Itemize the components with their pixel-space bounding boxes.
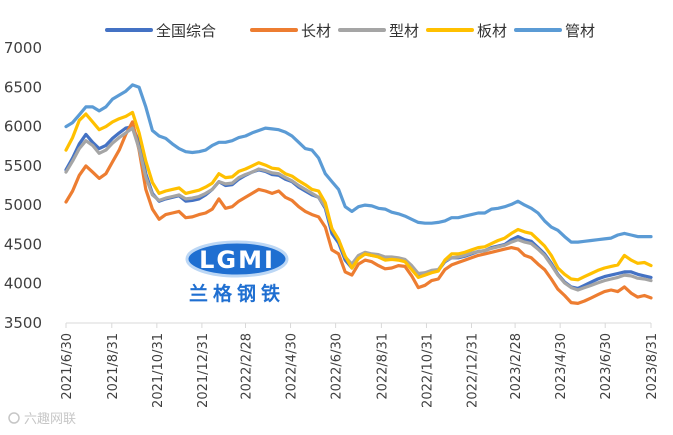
legend: 全国综合 长材 型材 板材 管材 [105,22,595,40]
logo-mark: LGMI [199,246,275,274]
y-tick-label: 5500 [4,157,42,175]
series-line-型材 [64,126,653,292]
plot-lines [64,83,653,305]
x-tick-label: 2021/10/31 [151,333,166,408]
legend-label: 板材 [477,22,507,40]
x-tick-label: 2023/8/31 [645,333,660,400]
y-axis: 3500 4000 4500 5000 5500 6000 6500 7000 [4,39,42,332]
watermark-text: 六趣网联 [24,412,76,427]
y-tick-label: 5000 [4,196,42,214]
x-tick-label: 2022/12/31 [466,333,481,408]
logo-subtitle: 兰格钢铁 [189,282,285,305]
lgmi-logo: LGMI 兰格钢铁 [185,240,289,305]
x-tick-label: 2022/2/28 [239,333,254,400]
x-tick-label: 2023/6/30 [599,333,614,400]
series-line-管材 [64,83,653,244]
series-line-板材 [64,110,653,282]
series-line-长材 [64,120,653,305]
x-tick-label: 2021/6/30 [60,333,75,400]
x-tick-label: 2022/4/30 [285,333,300,400]
legend-label: 型材 [389,22,419,40]
watermark: 六趣网联 [8,412,76,427]
legend-label: 管材 [565,22,595,40]
y-tick-label: 6000 [4,118,42,136]
x-axis: 2021/6/30 2021/8/31 2021/10/31 2021/12/31 20… [60,322,660,408]
y-tick-label: 6500 [4,78,42,96]
y-tick-label: 4000 [4,275,42,293]
x-tick-label: 2021/12/31 [196,333,211,408]
y-tick-label: 4500 [4,235,42,253]
x-tick-label: 2023/4/30 [554,333,569,400]
y-tick-label: 3500 [4,314,42,332]
y-tick-label: 7000 [4,39,42,57]
x-tick-label: 2022/6/30 [330,333,345,400]
x-tick-label: 2023/2/28 [509,333,524,400]
legend-label: 全国综合 [156,22,216,40]
watermark-icon [8,412,20,424]
x-tick-label: 2022/8/31 [375,333,390,400]
logo-oval [185,240,289,278]
legend-label: 长材 [301,22,331,40]
x-tick-label: 2021/8/31 [106,333,121,400]
x-tick-label: 2022/10/31 [420,333,435,408]
